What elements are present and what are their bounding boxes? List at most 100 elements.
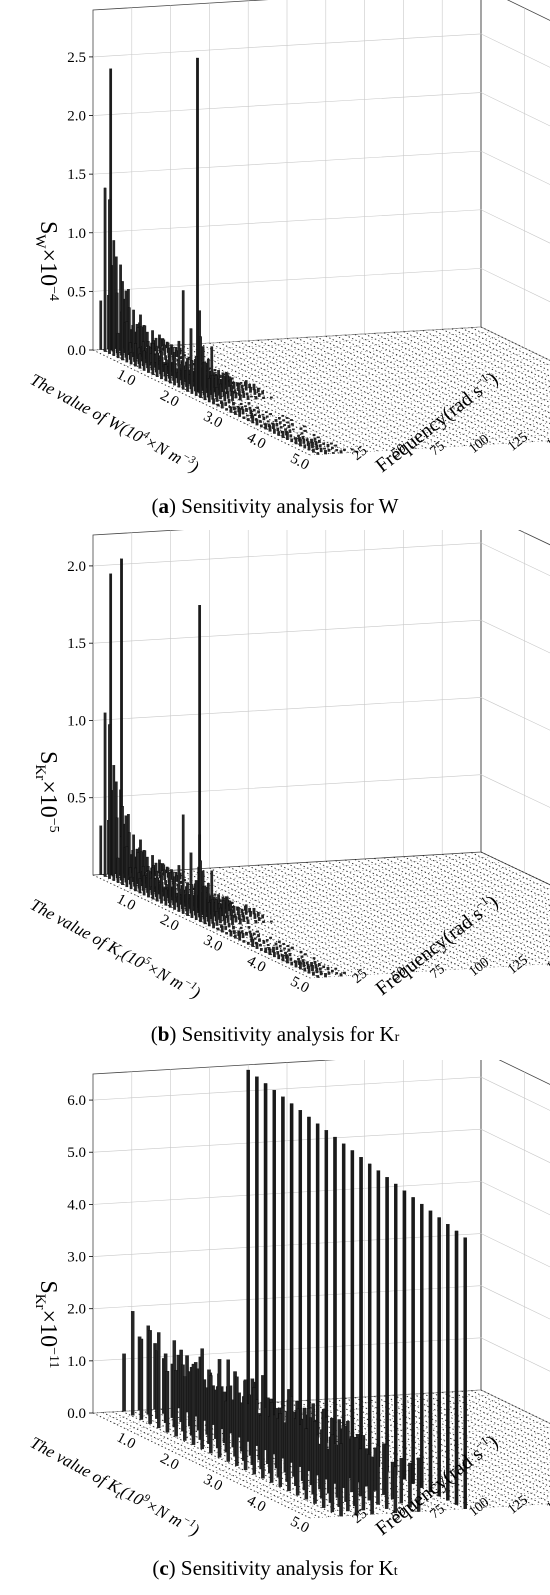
bar [232,401,235,406]
z-tick-label: 1.0 [67,226,86,242]
bar [259,424,263,428]
bar [331,969,334,973]
bar [207,378,211,403]
bar [318,444,322,448]
x-tick-label: 2.0 [157,1451,181,1474]
bar [211,898,215,924]
bar [252,408,256,412]
floor-line [244,405,550,424]
peak-bar [454,1230,459,1505]
floor-line [255,411,550,429]
z-axis-title: SKr×10−11 [32,1280,61,1368]
bar [312,971,315,976]
bar [346,1421,350,1512]
bar [291,946,294,950]
bar [155,352,159,377]
y-tick-label: 100 [466,432,492,457]
z-tick-label: 4.0 [67,1197,86,1213]
bar [335,449,339,452]
bar [232,925,235,930]
gridline [92,1233,550,1268]
bar [324,450,327,455]
floor-line [244,928,550,948]
bar [252,907,256,915]
bar [326,967,330,971]
bar [242,916,246,922]
bar [155,877,159,902]
bar [282,942,286,945]
bar [303,425,306,428]
bar [279,426,283,429]
floor-line [255,934,550,953]
bar [317,439,321,443]
caption-a: (a) Sensitivity analysis for W [151,494,399,518]
bar [307,965,311,974]
bar [262,920,265,923]
bar [241,409,245,415]
bar [130,1311,135,1416]
bar [370,1456,374,1515]
bar [304,953,307,956]
bar [219,907,222,924]
peak-bar [333,1136,337,1446]
bar [112,240,116,356]
x-tick-label: 5.0 [288,974,312,997]
bar [241,388,245,394]
bar [339,450,343,454]
floor-line [158,1421,547,1445]
bar [285,417,289,419]
bar [226,915,230,923]
x-axis: 1.0 2.0 3.0 4.0 5.0 [114,1430,312,1537]
floor-line [309,1503,550,1519]
bar [194,880,198,921]
y-tick-label: 75 [428,962,448,982]
z-tick-label: 0.5 [67,284,86,300]
bar [315,967,319,974]
bar [262,396,265,399]
bar [289,957,293,961]
bar [269,920,273,923]
bar [316,452,320,455]
bar [330,1434,335,1513]
bar [317,436,320,439]
bar [327,448,331,452]
bar [277,431,281,436]
floor-line [212,911,550,932]
bar [300,432,304,435]
floor-line [201,381,550,403]
bar [313,437,317,441]
bar [151,867,155,900]
bar [231,390,234,401]
bar [257,410,260,414]
bar [116,857,120,883]
bar [108,724,111,879]
x-tick-label: 5.0 [288,451,312,474]
bar [311,964,314,972]
bar [213,893,217,896]
bar [244,405,247,408]
bar [252,383,256,391]
peak-bar [341,1143,346,1451]
bar [294,960,298,968]
bar [237,907,240,916]
bar [290,419,293,421]
bar [245,932,248,936]
bar [242,940,246,943]
bar [242,392,246,398]
bar [225,408,228,411]
bar [278,940,281,943]
bar [269,1402,274,1483]
bar [134,867,137,892]
bar [227,398,231,404]
bar [254,396,258,400]
bar [164,880,167,885]
bar [243,1379,248,1471]
floor-line [223,917,550,938]
bar [219,383,222,400]
bar [216,927,220,931]
bar [234,916,238,923]
floor-line [92,851,482,876]
bar [122,1353,126,1412]
bar [256,406,260,409]
bar [252,1387,256,1475]
